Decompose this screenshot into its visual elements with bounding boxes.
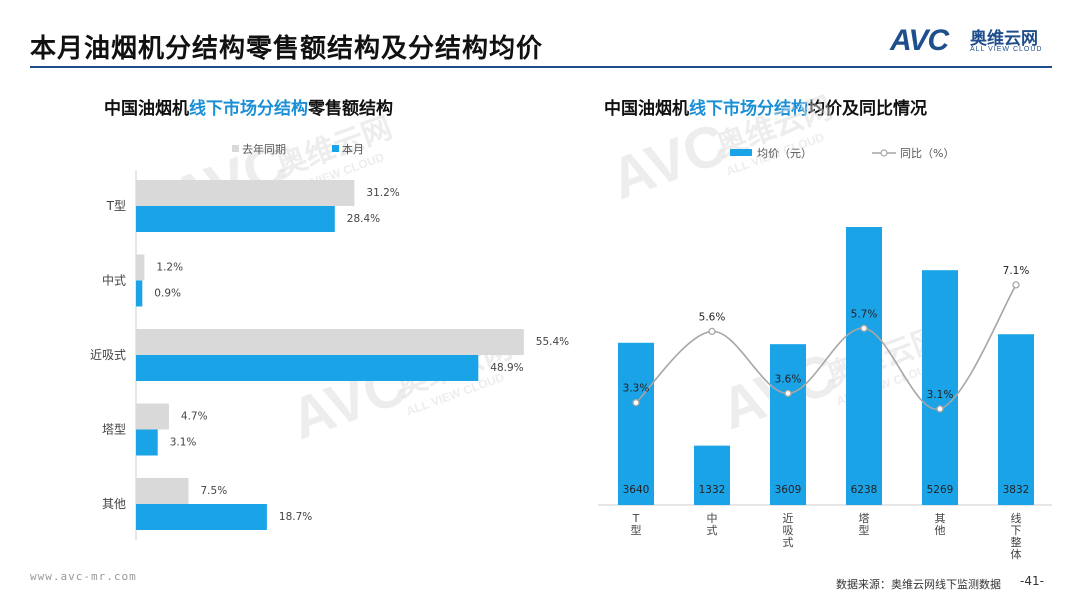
right-category-label-char: 线	[1011, 511, 1022, 525]
right-title-suffix: 均价及同比情况	[808, 99, 927, 119]
left-chart-title: 中国油烟机线下市场分结构零售额结构	[104, 94, 393, 119]
left-bar-label: 18.7%	[279, 511, 312, 523]
right-category-label-char: 其	[935, 512, 946, 525]
left-bar-label: 4.7%	[181, 411, 208, 423]
legend-swatch-bar	[730, 149, 752, 156]
left-bar	[136, 329, 524, 355]
left-category-label: 中式	[102, 273, 126, 288]
left-bar-label: 28.4%	[347, 213, 380, 225]
right-bar	[694, 445, 730, 505]
yoy-line	[635, 284, 1017, 410]
yoy-marker	[784, 389, 792, 398]
right-bar-label: 3832	[1003, 484, 1030, 496]
yoy-label: 3.3%	[623, 383, 650, 395]
right-bar	[618, 342, 654, 505]
right-category-label-char: 式	[783, 536, 794, 549]
right-bar-label: 1332	[699, 484, 726, 496]
yoy-label: 5.7%	[851, 308, 878, 320]
logo-mark-text: AVC	[890, 24, 949, 57]
right-category-label-char: 吸	[783, 524, 794, 537]
right-bar	[770, 344, 806, 505]
left-bar-label: 48.9%	[490, 362, 523, 374]
yoy-label: 5.6%	[699, 311, 726, 323]
left-bar	[136, 206, 335, 232]
right-chart-title: 中国油烟机线下市场分结构均价及同比情况	[604, 94, 927, 119]
logo-cn-text: 奥维云网	[970, 29, 1038, 49]
right-category-label-char: 下	[1011, 524, 1022, 537]
legend-label-1: 本月	[342, 142, 364, 156]
right-bar-label: 3609	[775, 484, 802, 496]
left-bar-label: 31.2%	[366, 187, 399, 199]
legend-swatch-marker	[880, 149, 888, 157]
left-title-highlight: 线下市场分结构	[189, 99, 308, 119]
right-category-label-char: 近	[783, 512, 794, 525]
footer-source: 数据来源：奥维云网线下监测数据	[836, 578, 1001, 591]
right-category-label-char: 型	[859, 523, 870, 537]
right-category-label-char: 塔	[859, 512, 870, 525]
right-category-label-char: 他	[935, 524, 946, 537]
title-divider	[30, 66, 1052, 68]
legend-label-0: 去年同期	[242, 142, 286, 156]
yoy-marker	[936, 405, 944, 413]
left-category-label: 其他	[102, 497, 126, 511]
left-bar	[136, 504, 267, 530]
left-bar-label: 0.9%	[154, 288, 181, 300]
right-bar-label: 5269	[927, 484, 954, 496]
left-bar	[136, 280, 143, 307]
right-category-label-char: 式	[707, 524, 718, 537]
right-title-highlight: 线下市场分结构	[689, 99, 808, 119]
left-category-label: T型	[106, 199, 126, 213]
left-bar-label: 55.4%	[536, 336, 569, 348]
left-category-label: 近吸式	[90, 348, 126, 362]
yoy-marker	[860, 324, 868, 332]
right-bar	[922, 270, 958, 505]
brand-logo: AVC 奥维云网 ALL VIEW CLOUD	[890, 22, 1060, 58]
right-category-label-char: T	[632, 512, 640, 525]
yoy-label: 7.1%	[1003, 265, 1030, 277]
legend-label-line: 同比（%）	[900, 147, 954, 160]
yoy-marker	[708, 327, 716, 336]
legend-swatch-0	[232, 145, 239, 152]
left-bar	[136, 429, 158, 456]
left-bar	[136, 403, 169, 430]
left-title-prefix: 中国油烟机	[104, 99, 189, 119]
yoy-marker	[1012, 281, 1020, 289]
right-bar	[846, 227, 882, 505]
left-bar-label: 7.5%	[201, 485, 228, 497]
right-bar-label: 6238	[851, 484, 878, 496]
logo-mark: AVC	[890, 24, 949, 58]
right-category-label-char: 整	[1011, 535, 1022, 549]
right-bar	[998, 334, 1034, 505]
left-bar	[136, 478, 189, 504]
legend-label-bar: 均价（元）	[757, 147, 812, 160]
left-bar-label: 3.1%	[170, 437, 197, 449]
right-bar-label: 3640	[623, 484, 650, 496]
left-bar-label: 1.2%	[156, 262, 183, 274]
page-number: -41-	[1020, 574, 1044, 588]
left-title-suffix: 零售额结构	[308, 99, 393, 119]
right-category-label-char: 型	[631, 523, 642, 537]
yoy-label: 3.6%	[775, 373, 802, 385]
page-title: 本月油烟机分结构零售额结构及分结构均价	[30, 34, 544, 64]
right-category-label-char: 体	[1011, 547, 1022, 561]
left-bar	[136, 254, 145, 281]
yoy-label: 3.1%	[927, 389, 954, 401]
yoy-marker	[632, 399, 640, 407]
left-bar	[136, 180, 355, 206]
footer-url: www.avc-mr.com	[30, 570, 137, 583]
right-category-label-char: 中	[707, 512, 718, 525]
left-bar	[136, 355, 479, 381]
right-title-prefix: 中国油烟机	[604, 99, 689, 119]
watermark-text: AVC	[602, 111, 735, 212]
legend-swatch-1	[332, 145, 339, 152]
left-category-label: 塔型	[102, 423, 126, 437]
logo-en-text: ALL VIEW CLOUD	[970, 46, 1043, 53]
